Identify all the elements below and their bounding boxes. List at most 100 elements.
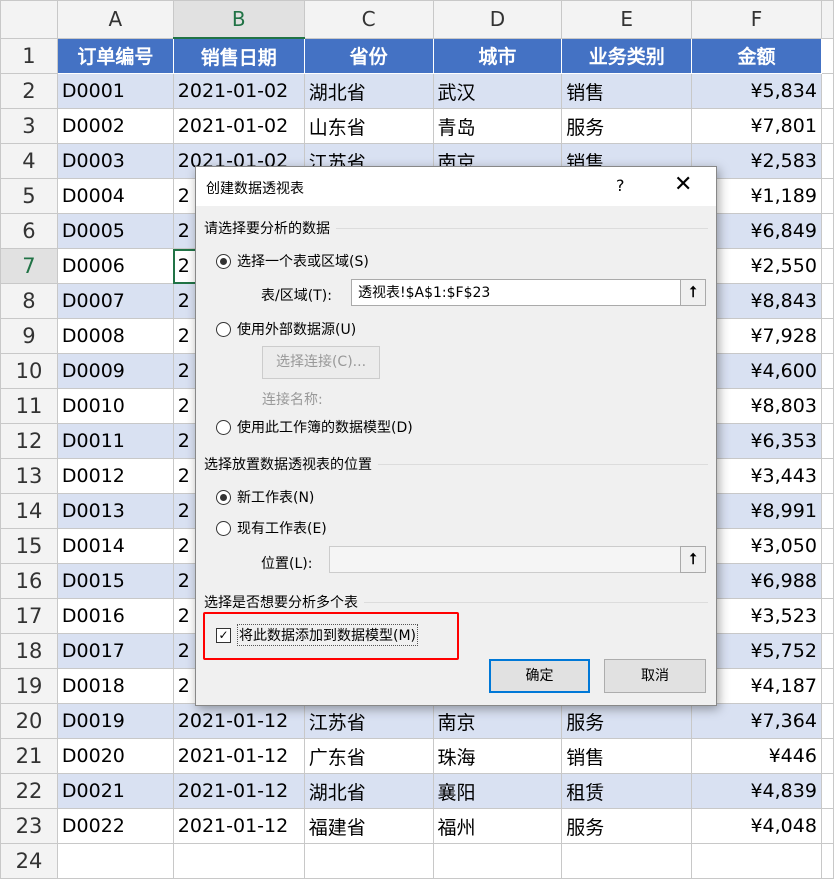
row-header-4[interactable]: 4 <box>0 143 58 179</box>
cell[interactable]: D0003 <box>56 143 174 179</box>
cell[interactable]: D0006 <box>56 248 174 284</box>
cell[interactable]: D0009 <box>56 353 174 389</box>
row-header-9[interactable]: 9 <box>0 318 58 354</box>
cell[interactable]: D0008 <box>56 318 174 354</box>
header-cell[interactable]: 省份 <box>303 37 434 74</box>
cell[interactable]: 服务 <box>561 703 693 739</box>
close-icon[interactable]: ✕ <box>674 172 693 197</box>
cell[interactable]: 青岛 <box>432 108 563 144</box>
location-input[interactable] <box>329 546 682 573</box>
cell[interactable]: ¥5,834 <box>691 73 822 109</box>
cell[interactable]: D0010 <box>56 388 174 424</box>
row-header-19[interactable]: 19 <box>0 668 58 704</box>
cell[interactable]: 服务 <box>561 108 693 144</box>
cell[interactable]: D0005 <box>56 213 174 249</box>
cell[interactable] <box>56 843 174 879</box>
cell[interactable] <box>432 843 563 879</box>
header-cell[interactable]: 销售日期 <box>172 37 305 74</box>
cell[interactable] <box>820 668 834 704</box>
row-header-10[interactable]: 10 <box>0 353 58 389</box>
range-input[interactable]: 透视表!$A$1:$F$23 <box>351 279 682 306</box>
cell[interactable]: D0007 <box>56 283 174 319</box>
radio-select-table[interactable]: 选择一个表或区域(S) <box>216 251 369 271</box>
row-header-22[interactable]: 22 <box>0 773 58 809</box>
cell[interactable]: 销售 <box>561 73 693 109</box>
row-header-12[interactable]: 12 <box>0 423 58 459</box>
cell[interactable]: D0001 <box>56 73 174 109</box>
row-header-13[interactable]: 13 <box>0 458 58 494</box>
cell[interactable]: D0018 <box>56 668 174 704</box>
cell[interactable]: 租赁 <box>561 773 693 809</box>
cell[interactable] <box>820 213 834 249</box>
cell[interactable] <box>820 563 834 599</box>
cell[interactable] <box>820 248 834 284</box>
cell[interactable]: 山东省 <box>303 108 434 144</box>
cell[interactable] <box>820 703 834 739</box>
row-header-18[interactable]: 18 <box>0 633 58 669</box>
collapse-location-icon[interactable]: ⭡ <box>680 546 706 573</box>
header-cell[interactable]: 订单编号 <box>56 37 174 74</box>
select-all-corner[interactable] <box>0 0 58 39</box>
cell[interactable]: ¥7,801 <box>691 108 822 144</box>
header-cell[interactable]: 城市 <box>432 37 563 74</box>
cell[interactable]: D0016 <box>56 598 174 634</box>
radio-external-source[interactable]: 使用外部数据源(U) <box>216 319 356 339</box>
cell[interactable] <box>820 633 834 669</box>
row-header-21[interactable]: 21 <box>0 738 58 774</box>
cell[interactable]: 江苏省 <box>303 703 434 739</box>
row-header-14[interactable]: 14 <box>0 493 58 529</box>
cell[interactable] <box>820 598 834 634</box>
row-header-7[interactable]: 7 <box>0 248 58 284</box>
cell[interactable]: D0013 <box>56 493 174 529</box>
cell[interactable]: 湖北省 <box>303 73 434 109</box>
cell[interactable] <box>820 318 834 354</box>
cell[interactable]: 2021-01-02 <box>172 108 305 144</box>
row-header-8[interactable]: 8 <box>0 283 58 319</box>
cell[interactable]: D0012 <box>56 458 174 494</box>
cell[interactable]: 武汉 <box>432 73 563 109</box>
cell[interactable] <box>303 843 434 879</box>
cell[interactable]: 襄阳 <box>432 773 563 809</box>
header-cell[interactable]: 金额 <box>691 37 822 74</box>
row-header-24[interactable]: 24 <box>0 843 58 879</box>
row-header-11[interactable]: 11 <box>0 388 58 424</box>
column-header-A[interactable]: A <box>56 0 174 39</box>
cell[interactable]: 2021-01-12 <box>172 703 305 739</box>
row-header-16[interactable]: 16 <box>0 563 58 599</box>
cell[interactable] <box>691 843 822 879</box>
help-button[interactable]: ? <box>616 176 625 195</box>
cell[interactable] <box>172 843 305 879</box>
row-header-17[interactable]: 17 <box>0 598 58 634</box>
cell[interactable] <box>820 843 834 879</box>
column-header-B[interactable]: B <box>172 0 305 39</box>
cell[interactable]: ¥4,839 <box>691 773 822 809</box>
column-header-F[interactable]: F <box>691 0 822 39</box>
cell[interactable] <box>820 493 834 529</box>
cell[interactable]: 2021-01-12 <box>172 808 305 844</box>
cell[interactable]: 广东省 <box>303 738 434 774</box>
cell[interactable]: 福州 <box>432 808 563 844</box>
cell[interactable]: ¥4,048 <box>691 808 822 844</box>
row-header-5[interactable]: 5 <box>0 178 58 214</box>
cell[interactable] <box>561 843 693 879</box>
cell[interactable] <box>820 388 834 424</box>
radio-existing-worksheet[interactable]: 现有工作表(E) <box>216 518 327 538</box>
cell[interactable] <box>820 73 834 109</box>
cell[interactable]: D0014 <box>56 528 174 564</box>
cell[interactable]: 南京 <box>432 703 563 739</box>
cell[interactable] <box>820 808 834 844</box>
column-header-C[interactable]: C <box>303 0 434 39</box>
header-cell[interactable]: 业务类别 <box>561 37 693 74</box>
cell[interactable]: ¥446 <box>691 738 822 774</box>
cell[interactable] <box>820 738 834 774</box>
row-header-1[interactable]: 1 <box>0 37 58 74</box>
row-header-2[interactable]: 2 <box>0 73 58 109</box>
cell[interactable]: 2021-01-12 <box>172 738 305 774</box>
cell[interactable]: ¥7,364 <box>691 703 822 739</box>
row-header-23[interactable]: 23 <box>0 808 58 844</box>
cell[interactable]: 销售 <box>561 738 693 774</box>
cell[interactable]: D0022 <box>56 808 174 844</box>
cell[interactable]: D0017 <box>56 633 174 669</box>
cell[interactable]: 服务 <box>561 808 693 844</box>
